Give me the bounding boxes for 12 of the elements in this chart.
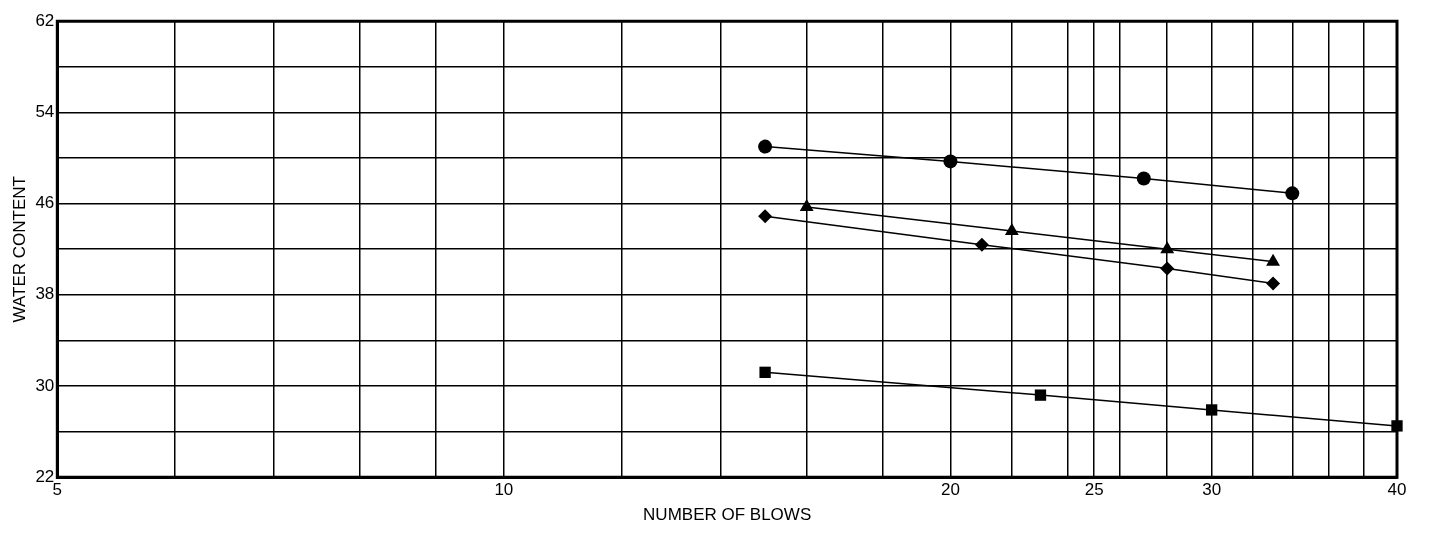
x-tick-label: 30	[1202, 480, 1222, 500]
x-axis-title: NUMBER OF BLOWS	[643, 505, 812, 525]
y-tick-label: 30	[35, 375, 55, 395]
x-tick-label: 10	[494, 480, 514, 500]
x-tick-label: 40	[1387, 480, 1407, 500]
y-tick-label: 54	[35, 102, 55, 122]
y-tick-label: 62	[35, 10, 55, 30]
y-tick-label: 46	[35, 193, 55, 213]
y-axis-title: WATER CONTENT	[9, 176, 29, 323]
x-tick-label: 20	[940, 480, 960, 500]
x-tick-label: 25	[1084, 480, 1104, 500]
y-tick-label: 38	[35, 284, 55, 304]
